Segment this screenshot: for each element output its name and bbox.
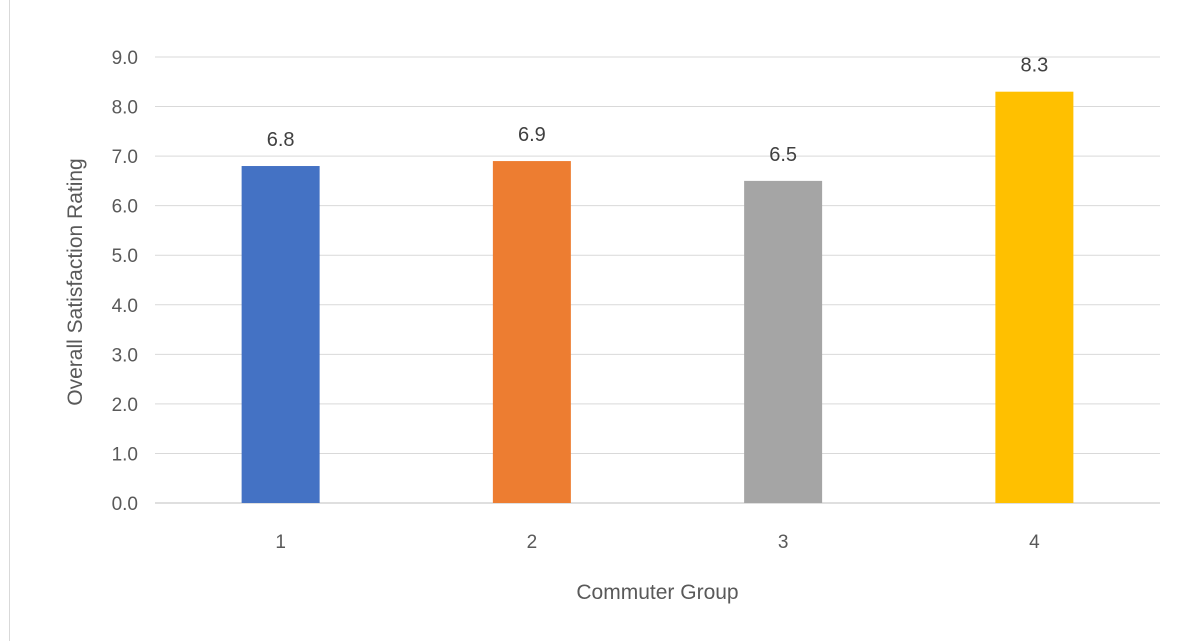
y-axis-title: Overall Satisfaction Rating: [64, 158, 87, 405]
bar-group-4: [995, 91, 1074, 503]
data-label-group-4: 8.3: [1020, 55, 1048, 77]
y-tick-label: 9.0: [112, 48, 138, 69]
gridlines: [155, 56, 1160, 504]
x-tick-labels: 1 2 3 4: [275, 532, 1040, 553]
x-tick-label: 3: [778, 532, 789, 553]
x-tick-label: 4: [1029, 532, 1040, 553]
bar-group-2: [492, 161, 571, 504]
y-tick-labels: 0.0 1.0 2.0 3.0 4.0 5.0 6.0 7.0 8.0 9.0: [112, 48, 138, 515]
y-tick-label: 2.0: [112, 395, 138, 416]
data-labels: 6.8 6.9 6.5 8.3: [267, 55, 1049, 166]
y-tick-label: 0.0: [112, 494, 138, 515]
x-tick-label: 1: [275, 532, 286, 553]
bars: [241, 91, 1074, 504]
y-tick-label: 3.0: [112, 345, 138, 366]
data-label-group-2: 6.9: [518, 124, 546, 146]
y-tick-label: 1.0: [112, 444, 138, 465]
y-tick-label: 4.0: [112, 296, 138, 317]
bar-group-3: [744, 180, 823, 503]
bar-group-1: [241, 166, 320, 503]
data-label-group-3: 6.5: [769, 144, 797, 166]
data-label-group-1: 6.8: [267, 129, 295, 151]
y-tick-label: 6.0: [112, 197, 138, 218]
x-tick-label: 2: [527, 532, 538, 553]
x-axis-title: Commuter Group: [576, 581, 738, 604]
y-tick-label: 7.0: [112, 147, 138, 168]
y-tick-label: 5.0: [112, 246, 138, 267]
y-tick-label: 8.0: [112, 98, 138, 119]
frame-border: [9, 0, 10, 641]
